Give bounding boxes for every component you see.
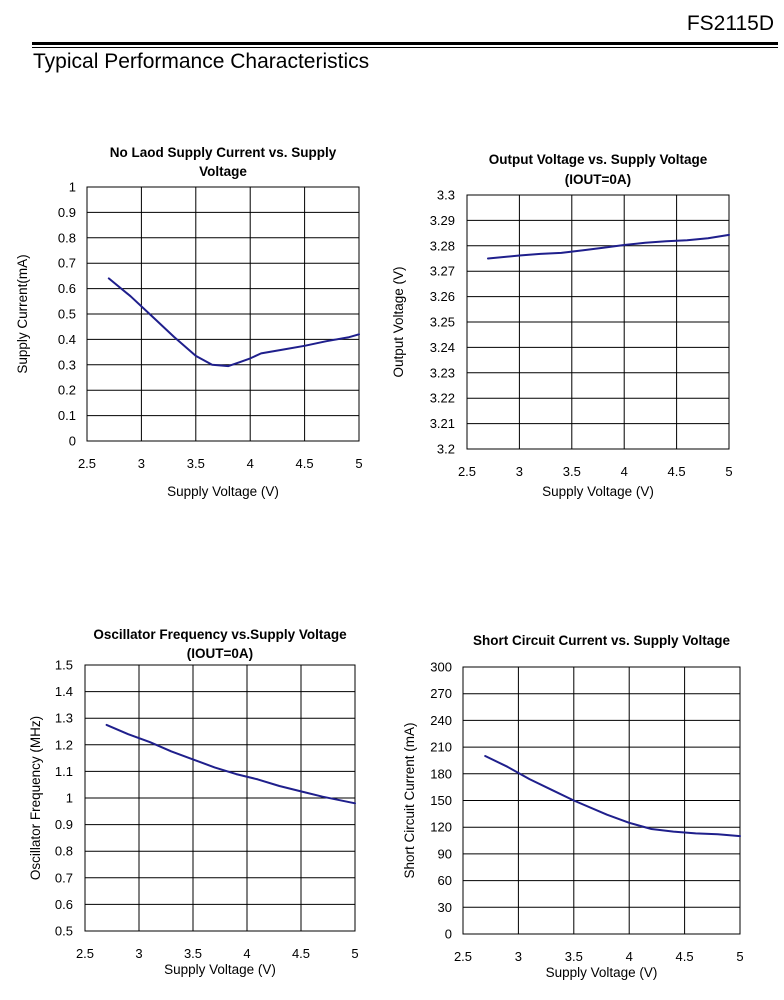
y-tick-label: 0.4 <box>58 332 76 347</box>
y-axis-label: Oscillator Frequency (MHz) <box>28 716 43 880</box>
y-tick-label: 3.2 <box>437 442 455 457</box>
y-tick-label: 3.24 <box>430 340 455 355</box>
y-tick-label: 1.4 <box>55 684 73 699</box>
x-tick-label: 2.5 <box>454 949 472 964</box>
plot-frame <box>86 186 360 442</box>
y-tick-label: 3.22 <box>430 391 455 406</box>
chart-title-line: Voltage <box>199 164 247 179</box>
y-axis-label: Short Circuit Current (mA) <box>402 722 417 878</box>
chart-supply-current: No Laod Supply Current vs. Supply Voltage… <box>15 145 363 499</box>
x-axis-label: Supply Voltage (V) <box>164 962 276 977</box>
x-tick-label: 4 <box>243 946 250 961</box>
y-tick-label: 1.3 <box>55 711 73 726</box>
y-tick-label: 0.7 <box>58 256 76 271</box>
y-tick-label: 0.6 <box>55 897 73 912</box>
x-tick-label: 5 <box>736 949 743 964</box>
x-tick-label: 3 <box>135 946 142 961</box>
y-tick-label: 0.3 <box>58 357 76 372</box>
y-tick-label: 270 <box>430 686 452 701</box>
y-tick-label: 90 <box>438 846 452 861</box>
x-tick-label: 2.5 <box>78 456 96 471</box>
y-tick-label: 0.2 <box>58 383 76 398</box>
x-tick-label: 5 <box>355 456 362 471</box>
y-tick-label: 60 <box>438 873 452 888</box>
y-tick-label: 3.21 <box>430 416 455 431</box>
y-tick-label: 3.23 <box>430 365 455 380</box>
y-tick-label: 0.5 <box>58 307 76 322</box>
plot-frame <box>84 664 356 932</box>
y-tick-label: 3.3 <box>437 188 455 203</box>
y-tick-label: 150 <box>430 793 452 808</box>
x-tick-label: 4.5 <box>668 464 686 479</box>
y-tick-label: 1 <box>69 180 76 195</box>
chart-output-voltage: Output Voltage vs. Supply Voltage (IOUT=0… <box>391 152 733 499</box>
y-tick-label: 0.6 <box>58 281 76 296</box>
x-tick-label: 5 <box>725 464 732 479</box>
chart-short-circuit-current: Short Circuit Current vs. Supply Voltage… <box>402 633 744 980</box>
y-tick-label: 1.2 <box>55 737 73 752</box>
x-tick-label: 3.5 <box>563 464 581 479</box>
x-tick-label: 4.5 <box>676 949 694 964</box>
y-tick-label: 1.1 <box>55 764 73 779</box>
y-tick-label: 210 <box>430 740 452 755</box>
y-axis-label: Output Voltage (V) <box>391 266 406 377</box>
x-tick-label: 3 <box>138 456 145 471</box>
x-axis-label: Supply Voltage (V) <box>167 484 279 499</box>
header-rule-thin <box>32 47 778 48</box>
y-tick-label: 3.26 <box>430 289 455 304</box>
y-tick-label: 0 <box>445 927 452 942</box>
chart-title-line: Short Circuit Current vs. Supply Voltage <box>473 633 731 648</box>
y-tick-label: 30 <box>438 900 452 915</box>
x-tick-label: 3.5 <box>187 456 205 471</box>
x-tick-label: 5 <box>351 946 358 961</box>
y-tick-label: 120 <box>430 820 452 835</box>
y-tick-label: 180 <box>430 766 452 781</box>
y-tick-label: 0.8 <box>55 844 73 859</box>
x-tick-label: 4 <box>626 949 633 964</box>
y-tick-label: 0.8 <box>58 230 76 245</box>
x-tick-label: 4 <box>247 456 254 471</box>
y-tick-label: 3.28 <box>430 238 455 253</box>
y-tick-label: 300 <box>430 660 452 675</box>
chart-title-line: Output Voltage vs. Supply Voltage <box>489 152 708 167</box>
x-axis-label: Supply Voltage (V) <box>542 484 654 499</box>
x-tick-label: 2.5 <box>76 946 94 961</box>
y-tick-label: 0.9 <box>55 817 73 832</box>
series-line <box>107 277 360 368</box>
chart-title-line: Oscillator Frequency vs.Supply Voltage <box>93 627 347 642</box>
y-tick-label: 3.25 <box>430 315 455 330</box>
y-tick-label: 1 <box>66 791 73 806</box>
section-title: Typical Performance Characteristics <box>33 50 370 73</box>
header-rule-thick <box>32 42 778 45</box>
y-tick-label: 0.5 <box>55 924 73 939</box>
y-tick-label: 240 <box>430 713 452 728</box>
chart-oscillator-frequency: Oscillator Frequency vs.Supply Voltage (I… <box>28 627 359 977</box>
x-tick-label: 3.5 <box>184 946 202 961</box>
y-tick-label: 0.9 <box>58 205 76 220</box>
x-axis-label: Supply Voltage (V) <box>546 965 658 980</box>
y-axis-label: Supply Current(mA) <box>15 254 30 373</box>
series-line <box>105 723 356 805</box>
part-number: FS2115D <box>686 12 774 35</box>
y-tick-label: 0.7 <box>55 870 73 885</box>
y-tick-label: 0 <box>69 434 76 449</box>
y-tick-label: 3.29 <box>430 213 455 228</box>
chart-title-line: (IOUT=0A) <box>565 172 631 187</box>
x-tick-label: 2.5 <box>458 464 476 479</box>
x-tick-label: 4.5 <box>292 946 310 961</box>
chart-title-line: No Laod Supply Current vs. Supply <box>110 145 337 160</box>
x-tick-label: 3 <box>516 464 523 479</box>
y-tick-label: 0.1 <box>58 408 76 423</box>
y-tick-label: 3.27 <box>430 264 455 279</box>
x-tick-label: 3 <box>515 949 522 964</box>
x-tick-label: 3.5 <box>565 949 583 964</box>
x-tick-label: 4 <box>621 464 628 479</box>
plot-frame <box>466 194 730 450</box>
x-tick-label: 4.5 <box>296 456 314 471</box>
chart-title-line: (IOUT=0A) <box>187 646 253 661</box>
plot-frame <box>462 666 741 935</box>
series-line <box>487 233 730 260</box>
series-line <box>484 755 741 838</box>
y-tick-label: 1.5 <box>55 658 73 673</box>
